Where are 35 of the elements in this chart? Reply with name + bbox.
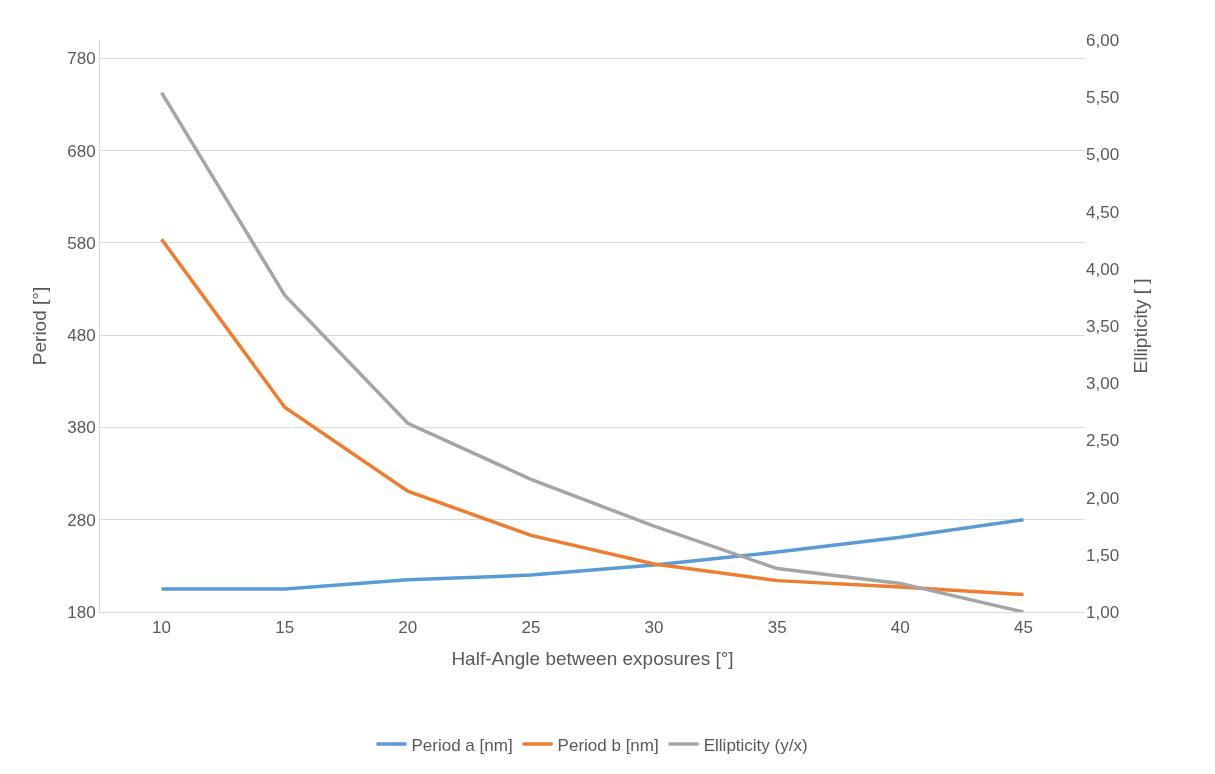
x-tick-label: 10 — [152, 618, 172, 638]
y2-tick-label: 5,50 — [1086, 88, 1120, 108]
y-tick-label: 480 — [67, 326, 96, 346]
y-tick-label: 780 — [67, 49, 96, 69]
legend-label: Ellipticity (y/x) — [703, 735, 808, 755]
y2-tick-label: 2,50 — [1086, 431, 1120, 451]
x-tick-label: 25 — [521, 618, 541, 638]
y2-tick-label: 1,50 — [1086, 545, 1120, 565]
y2-tick-label: 4,50 — [1086, 202, 1120, 222]
x-tick-label: 30 — [644, 618, 664, 638]
x-tick-label: 45 — [1013, 618, 1033, 638]
y2-tick-label: 5,00 — [1086, 145, 1120, 165]
line-series — [159, 517, 1026, 591]
y2-tick-label: 2,00 — [1086, 488, 1120, 508]
x-tick-label: 15 — [275, 618, 295, 638]
y2-tick-label: 4,00 — [1086, 259, 1120, 279]
x-tick-label: 35 — [767, 618, 787, 638]
y2-tick-label: 3,50 — [1086, 316, 1120, 336]
y-tick-label: 380 — [67, 418, 96, 438]
line-series — [159, 90, 1026, 612]
y2-tick-label: 3,00 — [1086, 374, 1120, 394]
x-tick-label: 20 — [398, 618, 418, 638]
y-tick-label: 580 — [67, 233, 96, 253]
y2-tick-label: 1,00 — [1086, 602, 1120, 622]
y-tick-label: 680 — [67, 141, 96, 161]
x-tick-label: 40 — [890, 618, 910, 638]
x-axis-title: Half-Angle between exposures [°] — [451, 648, 734, 670]
y-axis-title: Period [°] — [29, 286, 51, 366]
legend-label: Period a [nm] — [411, 735, 513, 755]
y-tick-label: 180 — [67, 602, 96, 622]
y2-tick-label: 6,00 — [1086, 30, 1120, 50]
legend-label: Period b [nm] — [557, 735, 659, 755]
y2-axis-title: Ellipticity [ ] — [1129, 278, 1151, 374]
y-tick-label: 280 — [67, 510, 96, 530]
line-series — [159, 237, 1026, 597]
